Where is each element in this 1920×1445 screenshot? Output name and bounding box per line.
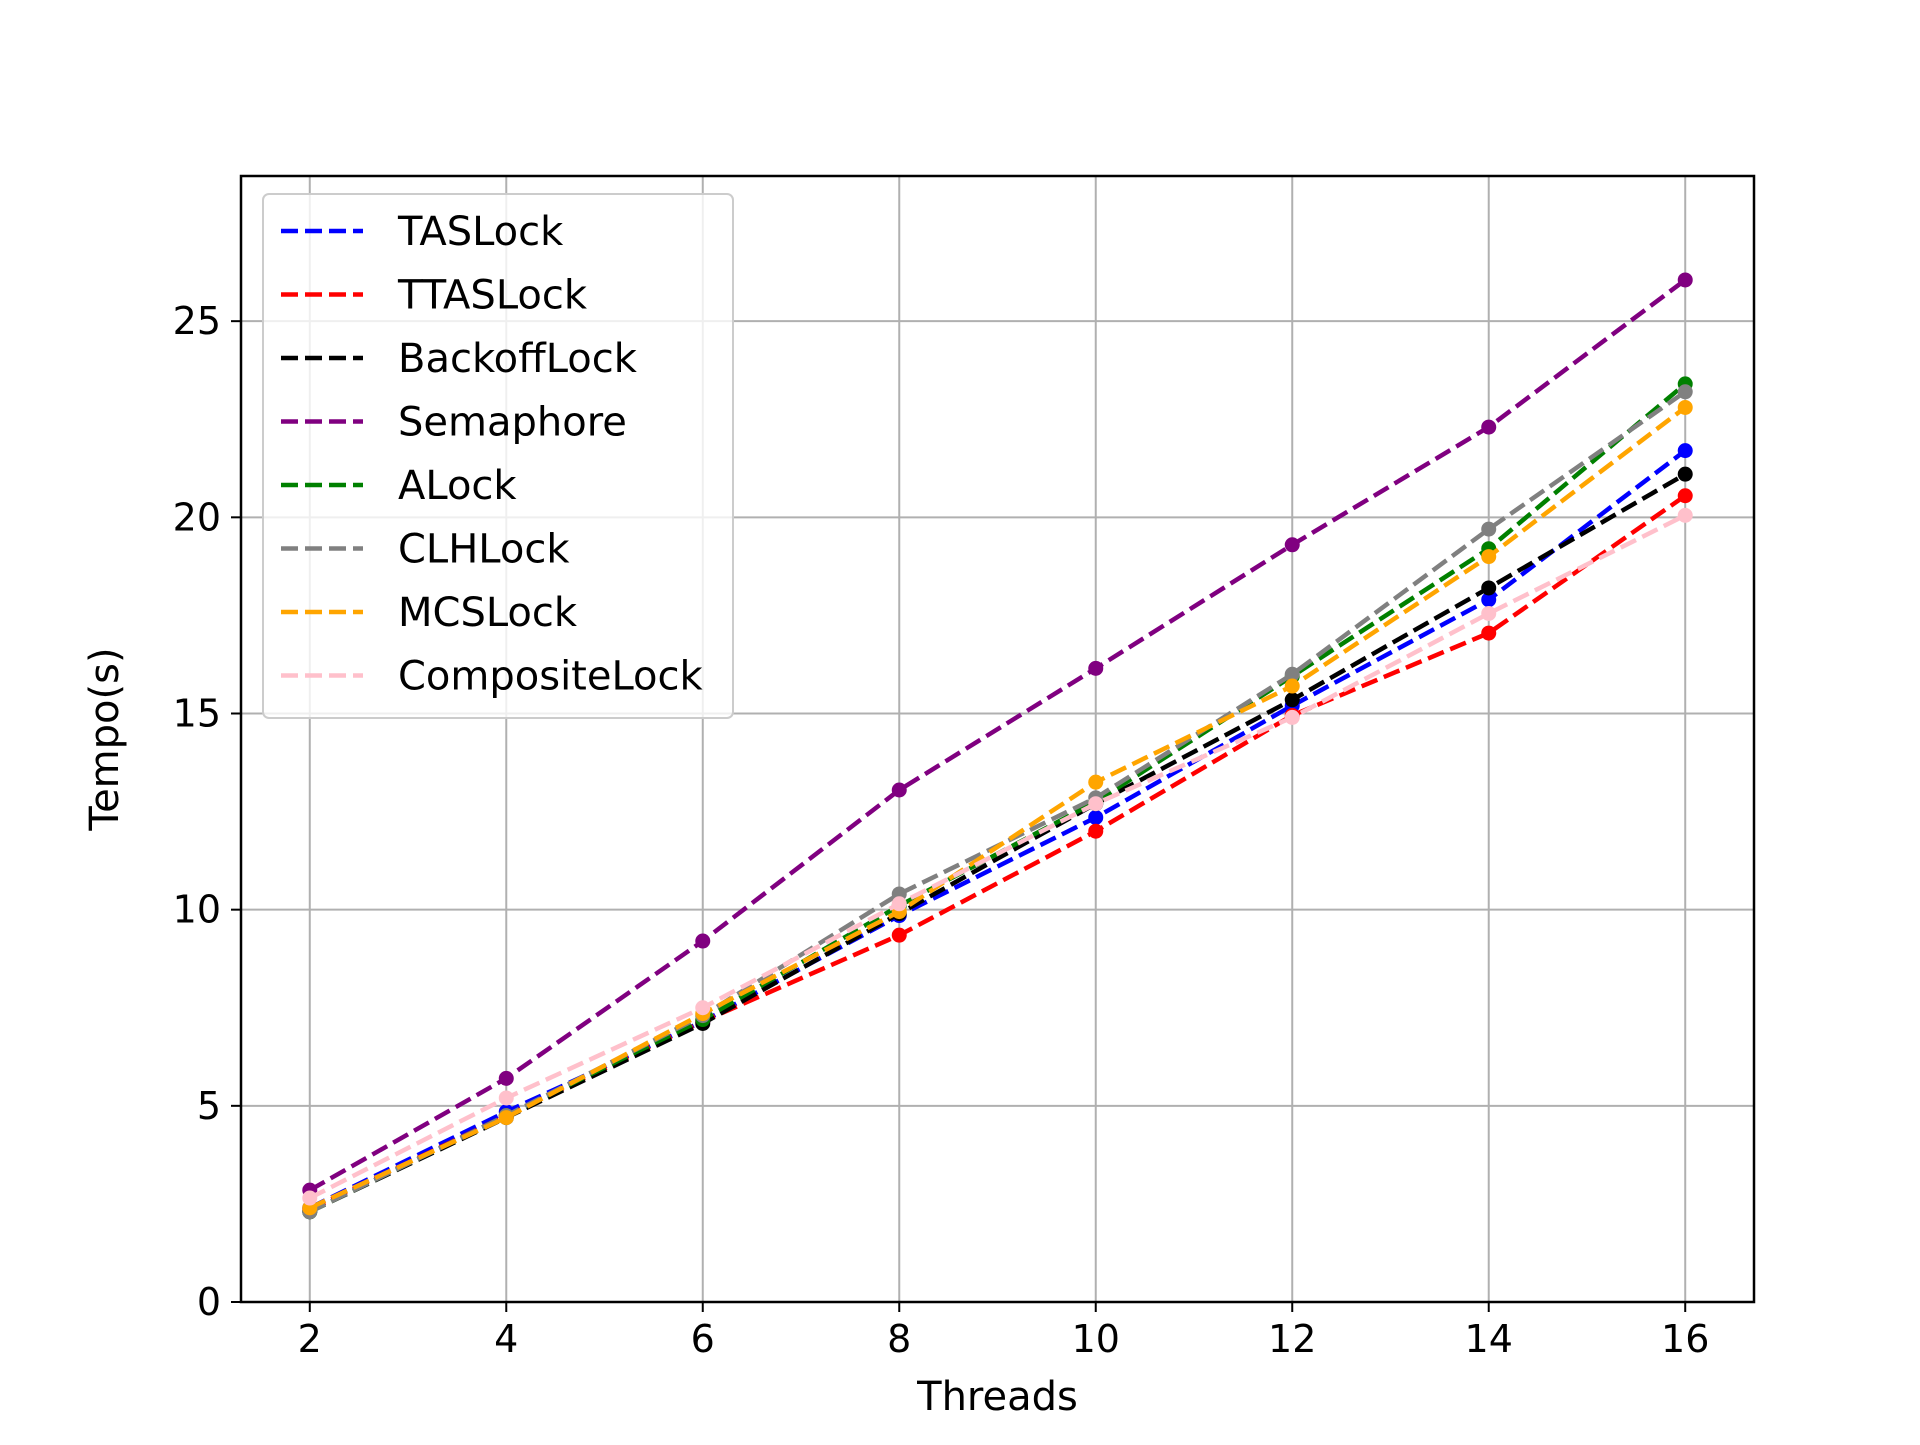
data-point — [498, 1090, 514, 1106]
data-point — [498, 1070, 514, 1086]
data-point — [498, 1110, 514, 1126]
legend-label: CLHLock — [398, 527, 570, 573]
x-tick-label: 12 — [1268, 1317, 1316, 1361]
axis-ticks: 2 4 6 8 10 12 14 16 0 5 10 15 20 25 — [173, 299, 1710, 1361]
legend-label: ALock — [398, 463, 517, 509]
y-tick-label: 15 — [173, 691, 221, 735]
x-tick-label: 6 — [691, 1317, 715, 1361]
series-line-mcslock — [308, 405, 1687, 1210]
plot-frame — [239, 174, 1756, 1304]
x-tick-label: 8 — [887, 1317, 911, 1361]
series-line-semaphore — [308, 278, 1687, 1193]
data-point — [1677, 488, 1693, 504]
x-tick-label: 2 — [298, 1317, 322, 1361]
data-point — [1481, 625, 1497, 641]
data-point — [1284, 709, 1300, 725]
data-point — [1284, 678, 1300, 694]
y-axis-title: Tempo(s) — [82, 647, 128, 831]
legend-label: Semaphore — [398, 400, 627, 446]
data-point — [1677, 443, 1693, 459]
data-point — [695, 933, 711, 949]
y-tick-label: 10 — [173, 888, 221, 932]
y-tick-label: 0 — [197, 1280, 221, 1324]
y-tick-label: 5 — [197, 1084, 221, 1128]
series-compositelock — [302, 507, 1693, 1206]
data-point — [1088, 660, 1104, 676]
legend-label: TASLock — [397, 209, 564, 255]
x-tick-label: 14 — [1465, 1317, 1513, 1361]
x-axis-title: Threads — [916, 1374, 1078, 1420]
data-point — [302, 1190, 318, 1206]
data-point — [1481, 580, 1497, 596]
data-point — [1677, 272, 1693, 288]
legend-box — [262, 193, 734, 719]
data-point — [1481, 419, 1497, 435]
data-point — [1088, 823, 1104, 839]
data-point — [695, 1000, 711, 1016]
data-point — [1284, 537, 1300, 553]
data-point — [1677, 399, 1693, 415]
data-point — [891, 896, 907, 912]
legend-item-clhlock: CLHLock — [281, 527, 570, 573]
data-point — [1088, 796, 1104, 812]
data-point — [1088, 809, 1104, 825]
legend-item-ttaslock: TTASLock — [281, 273, 588, 319]
legend-item-semaphore: Semaphore — [281, 400, 627, 446]
data-point — [1481, 592, 1497, 608]
data-point — [891, 927, 907, 943]
data-point — [1481, 521, 1497, 537]
series-lines — [302, 272, 1693, 1220]
y-tick-label: 25 — [173, 299, 221, 343]
data-point — [1677, 384, 1693, 400]
y-tick-label: 20 — [173, 495, 221, 539]
legend-item-alock: ALock — [281, 463, 517, 509]
legend-item-mcslock: MCSLock — [281, 590, 578, 636]
x-tick-label: 10 — [1072, 1317, 1120, 1361]
legend-label: CompositeLock — [398, 654, 704, 700]
data-point — [1481, 549, 1497, 565]
data-point — [1284, 692, 1300, 708]
legend-item-compositelock: CompositeLock — [281, 654, 704, 700]
data-point — [891, 782, 907, 798]
data-point — [1677, 507, 1693, 523]
x-tick-label: 16 — [1661, 1317, 1709, 1361]
legend: TASLock TTASLock BackoffLock Semaphore ALock… — [262, 193, 734, 719]
data-point — [1088, 774, 1104, 790]
data-point — [1284, 666, 1300, 682]
series-line-compositelock — [308, 513, 1687, 1201]
x-tick-label: 4 — [494, 1317, 518, 1361]
data-point — [1481, 605, 1497, 621]
legend-item-taslock: TASLock — [281, 209, 564, 255]
legend-label: MCSLock — [398, 590, 578, 636]
legend-label: TTASLock — [397, 273, 588, 319]
legend-item-backofflock: BackoffLock — [281, 336, 638, 382]
legend-label: BackoffLock — [398, 336, 638, 382]
data-point — [1677, 466, 1693, 482]
